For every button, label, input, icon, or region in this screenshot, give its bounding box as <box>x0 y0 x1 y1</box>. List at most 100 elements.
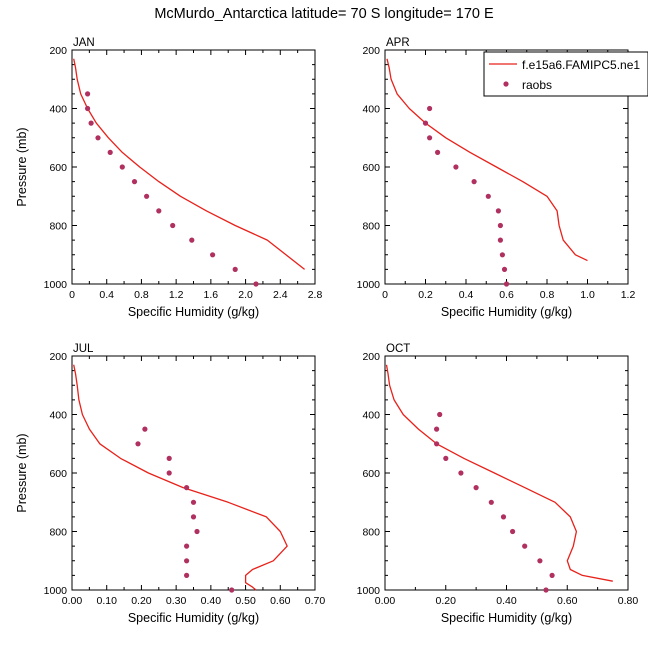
raobs-point <box>107 149 113 155</box>
legend-box <box>483 51 648 97</box>
y-tick-label: 200 <box>49 351 67 363</box>
x-tick-label: 0.8 <box>540 289 555 301</box>
x-tick-label: 0.20 <box>436 595 457 607</box>
x-tick-label: 0.50 <box>235 595 256 607</box>
raobs-point <box>453 164 459 170</box>
raobs-point <box>473 485 479 491</box>
raobs-point <box>88 120 94 126</box>
x-tick-label: 0.20 <box>131 595 152 607</box>
x-tick-label: 0.70 <box>305 595 326 607</box>
y-tick-label: 400 <box>49 410 67 422</box>
raobs-point <box>497 222 503 229</box>
raobs-point <box>170 222 176 229</box>
x-axis-label: Specific Humidity (g/kg) <box>441 611 572 625</box>
raobs-point <box>549 572 555 579</box>
y-tick-label: 1000 <box>357 279 381 291</box>
raobs-point <box>194 528 200 535</box>
legend-marker-swatch <box>503 81 509 87</box>
x-tick-label: 2.0 <box>238 289 253 301</box>
y-tick-label: 400 <box>49 104 67 116</box>
raobs-point <box>190 499 197 505</box>
panel-2: 0.00 0.10 0.20 0.30 0.40 0.50 0.60 0.70 200 400 60… <box>15 343 325 625</box>
raobs-point <box>437 411 443 418</box>
y-axis-label: Pressure (mb) <box>15 433 29 512</box>
raobs-point <box>427 105 433 112</box>
raobs-point <box>253 281 259 287</box>
x-tick-label: 0.60 <box>270 595 291 607</box>
legend-model-label: f.e15a6.FAMIPC5.ne1 <box>522 58 640 72</box>
x-tick-label: 0.00 <box>62 595 83 607</box>
y-tick-label: 1000 <box>44 585 68 597</box>
raobs-point <box>184 572 190 579</box>
x-axis-label: Specific Humidity (g/kg) <box>128 305 259 319</box>
x-tick-label: 2.4 <box>273 289 288 301</box>
x-tick-label: 1.2 <box>621 289 636 301</box>
y-tick-label: 200 <box>362 351 380 363</box>
raobs-point <box>422 120 429 126</box>
raobs-point <box>503 281 510 287</box>
x-tick-label: 0.4 <box>99 289 114 301</box>
x-axis-label: Specific Humidity (g/kg) <box>441 305 572 319</box>
raobs-point <box>210 252 216 258</box>
raobs-point <box>184 543 190 549</box>
legend-obs-label: raobs <box>522 78 552 92</box>
panel-1: 0 0.2 0.4 0.6 0.8 1.0 1.2 200 400 600 800 1000 APR Sp… <box>357 37 636 319</box>
x-tick-label: 0.40 <box>496 595 517 607</box>
y-tick-label: 600 <box>362 468 380 480</box>
y-tick-label: 200 <box>362 45 380 57</box>
raobs-point <box>166 470 172 476</box>
y-tick-label: 1000 <box>357 585 381 597</box>
y-tick-label: 400 <box>362 410 380 422</box>
raobs-point <box>144 193 150 199</box>
raobs-point <box>229 587 235 593</box>
x-tick-label: 2.8 <box>308 289 323 301</box>
chart-panels: 0 0.4 0.8 1.2 1.6 2.0 2.4 2.8 200 400 600 800 1000 JA… <box>15 37 638 625</box>
raobs-point <box>458 470 464 476</box>
y-tick-label: 600 <box>362 162 380 174</box>
y-tick-label: 800 <box>49 221 67 233</box>
y-axis-label: Pressure (mb) <box>15 127 29 206</box>
raobs-point <box>156 208 162 214</box>
x-tick-label: 1.2 <box>169 289 184 301</box>
x-tick-label: 0 <box>382 289 388 301</box>
y-tick-label: 1000 <box>44 279 68 291</box>
raobs-point <box>485 193 491 199</box>
x-tick-label: 0.00 <box>375 595 396 607</box>
raobs-point <box>166 455 172 461</box>
raobs-point <box>435 149 441 155</box>
x-axis-label: Specific Humidity (g/kg) <box>128 611 259 625</box>
x-tick-label: 0.60 <box>557 595 578 607</box>
raobs-point <box>471 179 477 185</box>
x-tick-label: 0.2 <box>418 289 433 301</box>
y-tick-label: 800 <box>49 527 67 539</box>
panel-title: APR <box>386 37 410 49</box>
raobs-point <box>443 455 449 461</box>
model-line <box>73 364 288 591</box>
raobs-point <box>434 426 440 432</box>
y-tick-label: 600 <box>49 162 67 174</box>
raobs-point <box>522 543 528 549</box>
x-tick-label: 0.40 <box>201 595 222 607</box>
x-tick-label: 0.10 <box>96 595 117 607</box>
panel-title: OCT <box>386 343 410 355</box>
y-tick-label: 600 <box>49 468 67 480</box>
y-tick-label: 200 <box>49 45 67 57</box>
panel-title: JUL <box>73 343 94 355</box>
panel-title: JAN <box>73 37 95 49</box>
raobs-point <box>543 587 549 593</box>
raobs-point <box>497 237 503 243</box>
x-tick-label: 0.80 <box>618 595 639 607</box>
y-tick-label: 400 <box>362 104 380 116</box>
raobs-point <box>232 266 238 272</box>
raobs-point <box>142 426 148 432</box>
raobs-point <box>509 528 516 535</box>
raobs-point <box>184 485 190 491</box>
plot-frame <box>384 355 629 591</box>
raobs-point <box>119 164 125 170</box>
chart-legend: f.e15a6.FAMIPC5.ne1 raobs <box>483 51 648 97</box>
raobs-point <box>85 105 91 112</box>
raobs-point <box>131 179 138 185</box>
raobs-point <box>501 266 508 272</box>
x-tick-label: 0.4 <box>459 289 474 301</box>
raobs-point <box>499 252 505 258</box>
